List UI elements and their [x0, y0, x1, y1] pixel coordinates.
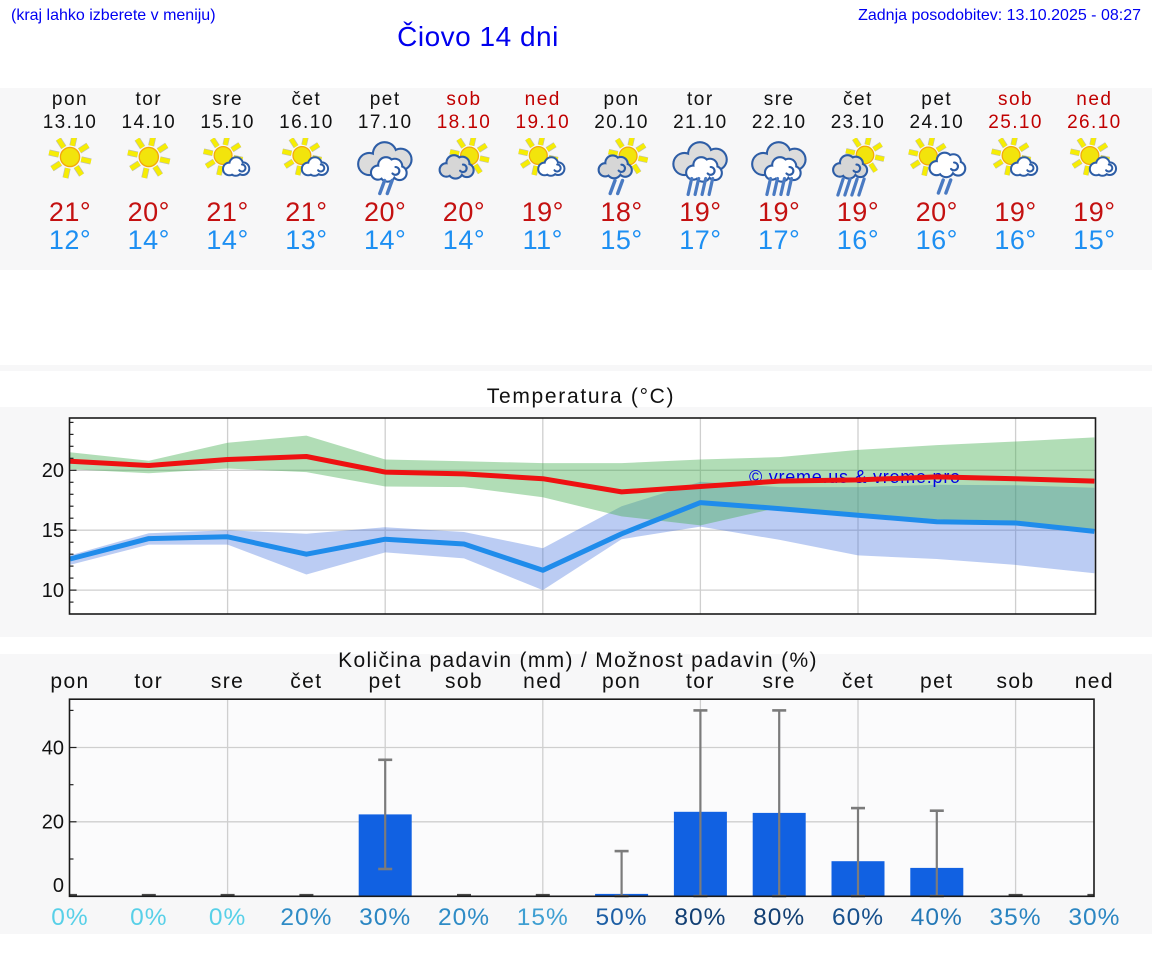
svg-text:0: 0: [53, 875, 64, 897]
svg-text:40: 40: [42, 737, 64, 759]
svg-text:20: 20: [42, 460, 64, 482]
svg-text:20: 20: [42, 812, 64, 834]
svg-text:15: 15: [42, 520, 64, 542]
svg-text:10: 10: [42, 580, 64, 602]
